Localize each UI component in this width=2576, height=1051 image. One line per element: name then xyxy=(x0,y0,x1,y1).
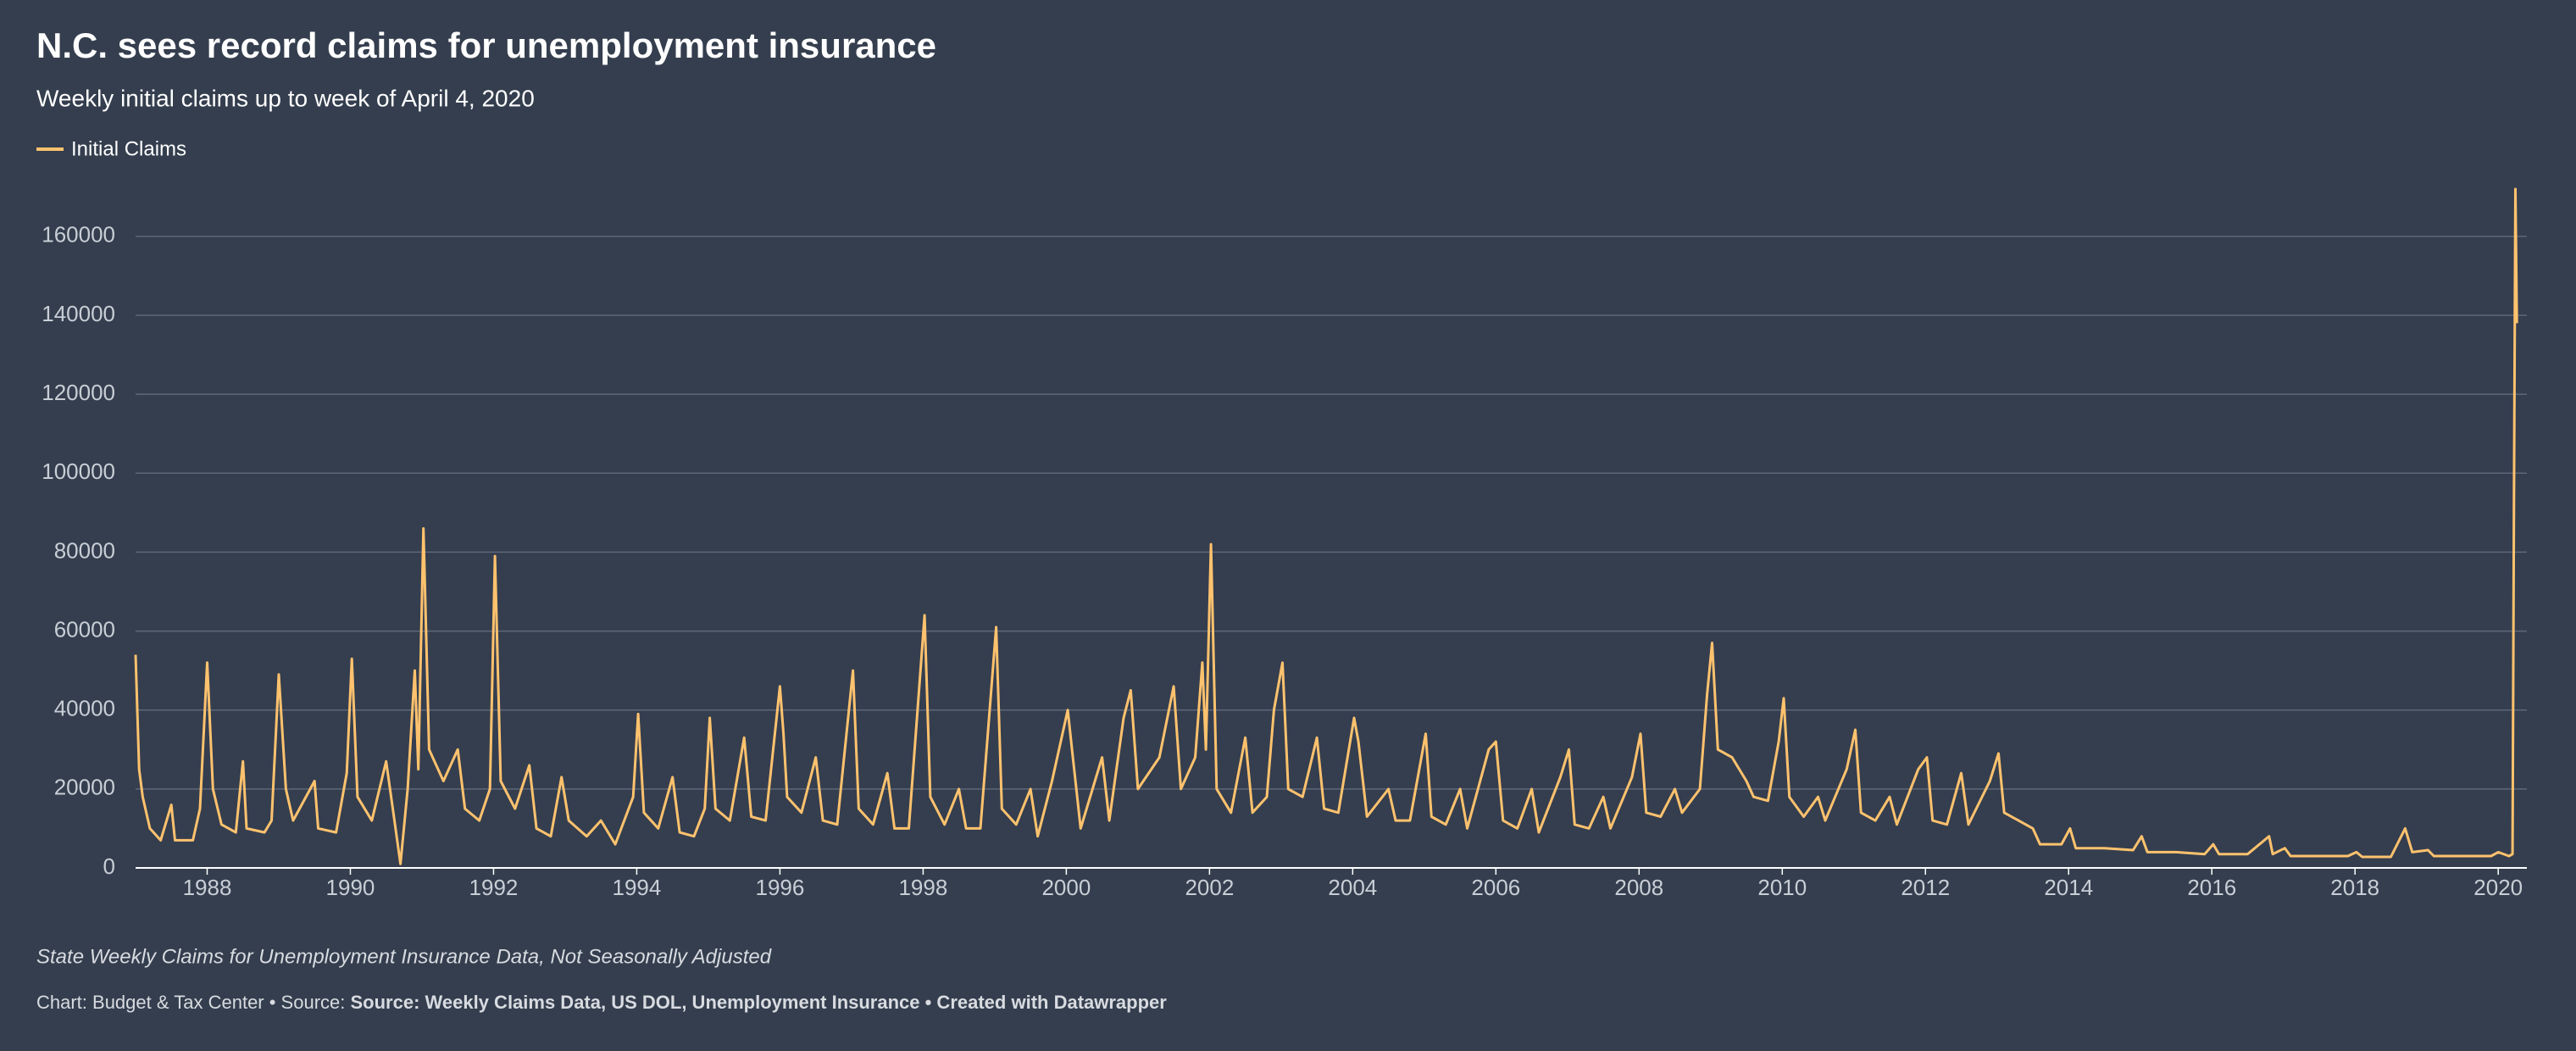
x-tick-label: 2008 xyxy=(1614,875,1663,900)
y-tick-label: 20000 xyxy=(54,775,115,800)
y-tick-label: 40000 xyxy=(54,696,115,721)
y-tick-label: 100000 xyxy=(42,459,115,484)
y-tick-label: 80000 xyxy=(54,537,115,563)
footer-source: Source: Weekly Claims Data, US DOL, Unem… xyxy=(351,992,1168,1013)
x-tick-label: 2000 xyxy=(1041,875,1091,900)
chart-notes: State Weekly Claims for Unemployment Ins… xyxy=(36,945,772,968)
x-tick-label: 2020 xyxy=(2473,875,2523,900)
x-tick-label: 2012 xyxy=(1901,875,1950,900)
y-tick-label: 120000 xyxy=(42,380,115,405)
x-tick-label: 2014 xyxy=(2044,875,2093,900)
x-tick-label: 2018 xyxy=(2330,875,2379,900)
x-tick-label: 2006 xyxy=(1471,875,1520,900)
chart-title: N.C. sees record claims for unemployment… xyxy=(36,25,936,65)
x-tick-label: 1994 xyxy=(613,875,662,900)
x-tick-label: 2002 xyxy=(1185,875,1234,900)
footer-prefix: Chart: Budget & Tax Center • Source: xyxy=(36,992,351,1013)
x-tick-label: 1996 xyxy=(755,875,804,900)
x-tick-label: 2004 xyxy=(1328,875,1377,900)
y-tick-label: 0 xyxy=(103,854,115,879)
x-tick-label: 1992 xyxy=(469,875,519,900)
x-tick-label: 1998 xyxy=(898,875,947,900)
x-tick-label: 2010 xyxy=(1757,875,1807,900)
y-tick-label: 140000 xyxy=(42,301,115,326)
legend-label: Initial Claims xyxy=(71,137,186,160)
chart-footer: Chart: Budget & Tax Center • Source: Sou… xyxy=(36,992,1167,1013)
y-tick-label: 60000 xyxy=(54,616,115,642)
y-tick-label: 160000 xyxy=(42,222,115,247)
x-tick-label: 1990 xyxy=(326,875,375,900)
x-tick-label: 2016 xyxy=(2187,875,2236,900)
chart-subtitle: Weekly initial claims up to week of Apri… xyxy=(36,85,535,111)
line-series xyxy=(134,187,2518,865)
x-tick-label: 1988 xyxy=(183,875,232,900)
